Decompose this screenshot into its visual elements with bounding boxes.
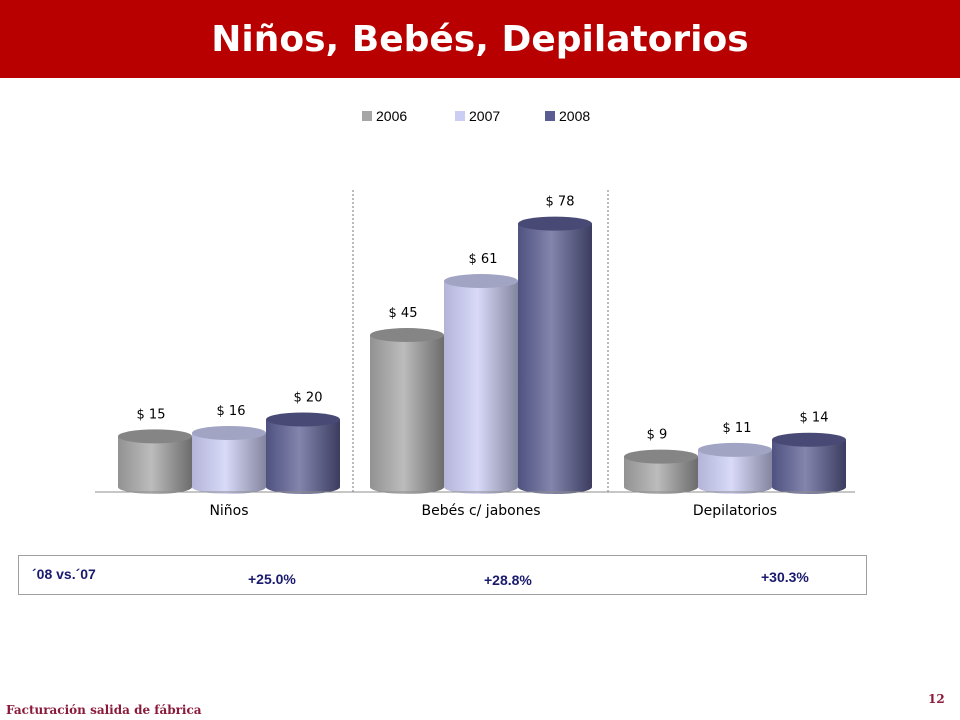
data-label: $ 20: [294, 390, 323, 405]
legend-item-2007: 2007: [455, 108, 500, 124]
legend-label: 2008: [559, 108, 590, 124]
bar-chart: 2006 2007 2008 $ 15 $ 16 $ 20 $ 45 $ 61 $ 78 $ 9…: [95, 108, 855, 519]
data-label: $ 15: [137, 407, 166, 422]
legend-item-2006: 2006: [362, 108, 407, 124]
category-label: Bebés c/ jabones: [421, 503, 540, 519]
legend-label: 2006: [376, 108, 407, 124]
comparison-value-ninos: +25.0%: [248, 571, 296, 587]
data-labels: $ 15 $ 16 $ 20 $ 45 $ 61 $ 78 $ 9 $ 11 $ 14: [137, 195, 829, 443]
legend-swatch: [455, 111, 465, 121]
title-banner: [0, 0, 960, 78]
comparison-value-depilatorios: +30.3%: [761, 569, 809, 585]
chart-bars: [118, 216, 846, 494]
legend-label: 2007: [469, 108, 500, 124]
bar-2007-1: [444, 274, 518, 494]
bar-2008-1: [518, 216, 592, 494]
data-label: $ 16: [217, 404, 246, 419]
bar-2006-1: [370, 328, 444, 494]
bar-2008-0: [266, 412, 340, 494]
yoy-comparison-box: ´08 vs.´07 +25.0% +28.8% +30.3%: [18, 555, 867, 595]
data-label: $ 11: [723, 421, 752, 436]
data-label: $ 14: [800, 411, 829, 426]
bar-2007-2: [698, 442, 772, 494]
data-label: $ 78: [546, 195, 575, 210]
bar-2007-0: [192, 425, 266, 494]
bar-2006-2: [624, 449, 698, 494]
data-label: $ 9: [647, 428, 668, 443]
data-label: $ 61: [469, 252, 498, 267]
bar-2006-0: [118, 429, 192, 494]
chart-legend: 2006 2007 2008: [362, 108, 590, 124]
legend-swatch: [545, 111, 555, 121]
legend-item-2008: 2008: [545, 108, 590, 124]
category-label: Depilatorios: [693, 503, 777, 519]
category-labels: Niños Bebés c/ jabones Depilatorios: [209, 503, 777, 519]
comparison-value-bebes: +28.8%: [484, 572, 532, 588]
comparison-label: ´08 vs.´07: [32, 566, 96, 582]
legend-swatch: [362, 111, 372, 121]
footer-source: Facturación salida de fábrica: [6, 703, 202, 717]
data-label: $ 45: [389, 306, 418, 321]
category-label: Niños: [209, 503, 248, 519]
page-number: 12: [928, 692, 945, 706]
page-title: Niños, Bebés, Depilatorios: [211, 19, 749, 60]
bar-2008-2: [772, 432, 846, 494]
